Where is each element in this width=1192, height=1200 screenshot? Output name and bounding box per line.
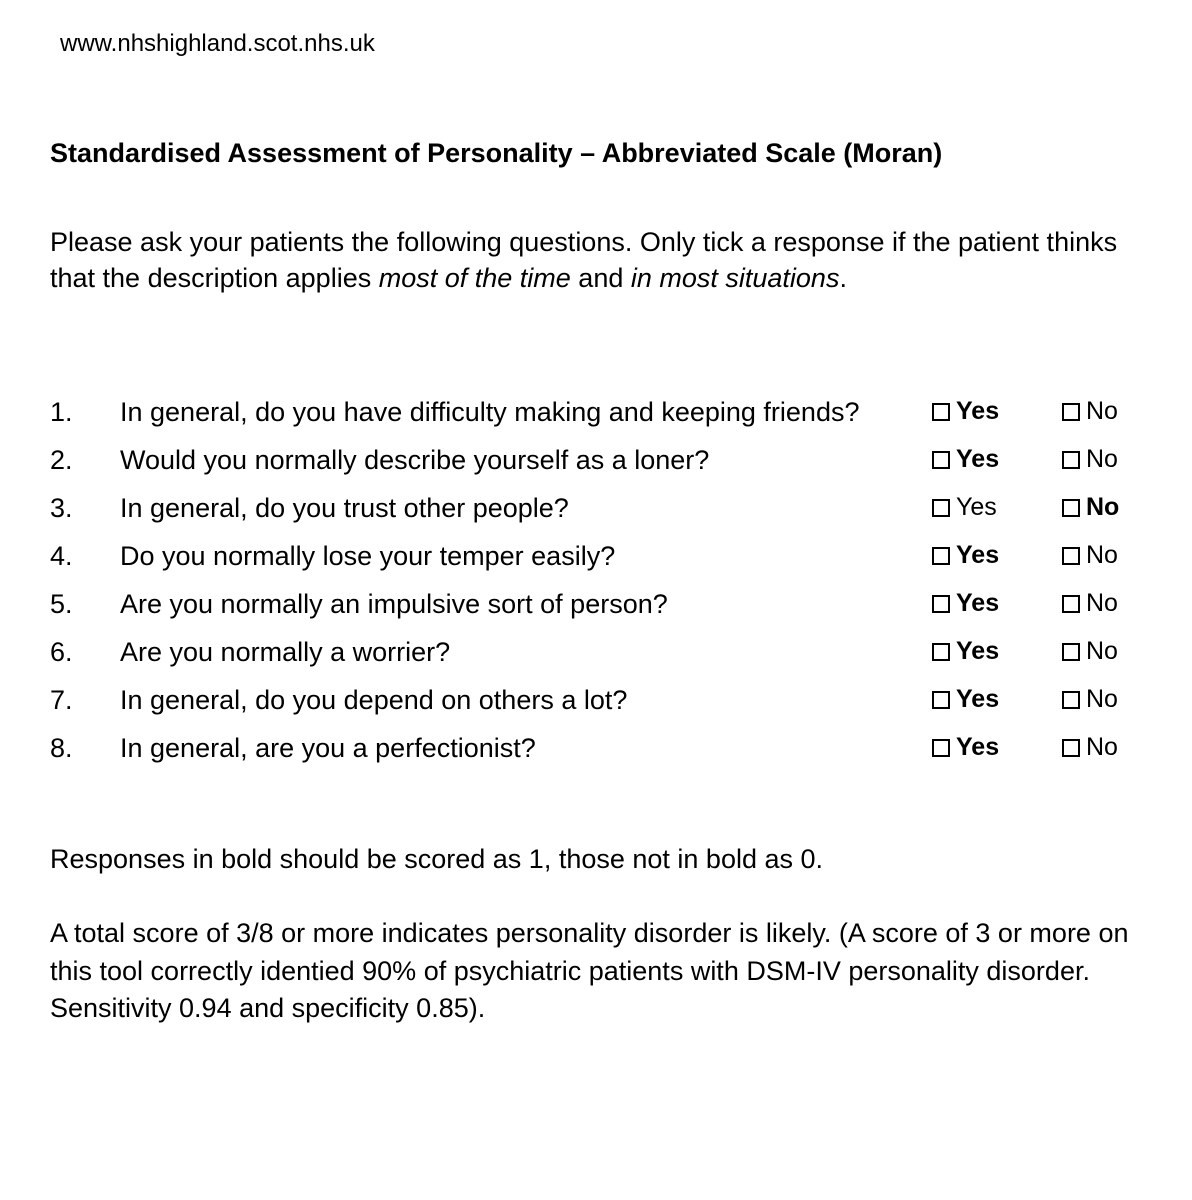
- response-no[interactable]: No: [1062, 445, 1142, 474]
- checkbox-yes[interactable]: [932, 451, 950, 469]
- checkbox-yes[interactable]: [932, 643, 950, 661]
- yes-label: Yes: [956, 397, 999, 426]
- question-number: 2.: [50, 445, 120, 476]
- question-number: 6.: [50, 637, 120, 668]
- no-label: No: [1086, 541, 1118, 570]
- checkbox-no[interactable]: [1062, 691, 1080, 709]
- response-yes[interactable]: Yes: [932, 637, 1062, 666]
- response-no[interactable]: No: [1062, 637, 1142, 666]
- checkbox-yes[interactable]: [932, 739, 950, 757]
- question-number: 7.: [50, 685, 120, 716]
- response-no[interactable]: No: [1062, 493, 1142, 522]
- response-yes[interactable]: Yes: [932, 397, 1062, 426]
- yes-label: Yes: [956, 637, 999, 666]
- response-yes[interactable]: Yes: [932, 589, 1062, 618]
- question-text: In general, do you have difficulty makin…: [120, 397, 932, 428]
- checkbox-yes[interactable]: [932, 691, 950, 709]
- question-text: Would you normally describe yourself as …: [120, 445, 932, 476]
- question-row: 4.Do you normally lose your temper easil…: [50, 541, 1142, 572]
- no-label: No: [1086, 445, 1118, 474]
- checkbox-no[interactable]: [1062, 403, 1080, 421]
- response-no[interactable]: No: [1062, 397, 1142, 426]
- checkbox-yes[interactable]: [932, 403, 950, 421]
- instructions-mid: and: [571, 263, 631, 293]
- document-page: www.nhshighland.scot.nhs.uk Standardised…: [0, 0, 1192, 1078]
- yes-label: Yes: [956, 685, 999, 714]
- instructions-italic-1: most of the time: [379, 263, 571, 293]
- response-no[interactable]: No: [1062, 733, 1142, 762]
- no-label: No: [1086, 493, 1119, 522]
- yes-label: Yes: [956, 493, 997, 522]
- checkbox-yes[interactable]: [932, 499, 950, 517]
- response-no[interactable]: No: [1062, 685, 1142, 714]
- question-row: 5.Are you normally an impulsive sort of …: [50, 589, 1142, 620]
- question-row: 8.In general, are you a perfectionist? Ye…: [50, 733, 1142, 764]
- question-text: Do you normally lose your temper easily?: [120, 541, 932, 572]
- yes-label: Yes: [956, 445, 999, 474]
- checkbox-no[interactable]: [1062, 739, 1080, 757]
- no-label: No: [1086, 637, 1118, 666]
- question-number: 8.: [50, 733, 120, 764]
- question-text: In general, are you a perfectionist?: [120, 733, 932, 764]
- no-label: No: [1086, 733, 1118, 762]
- question-text: In general, do you depend on others a lo…: [120, 685, 932, 716]
- no-label: No: [1086, 589, 1118, 618]
- checkbox-no[interactable]: [1062, 499, 1080, 517]
- question-row: 2.Would you normally describe yourself a…: [50, 445, 1142, 476]
- question-text: Are you normally an impulsive sort of pe…: [120, 589, 932, 620]
- response-no[interactable]: No: [1062, 589, 1142, 618]
- question-row: 3.In general, do you trust other people?…: [50, 493, 1142, 524]
- checkbox-no[interactable]: [1062, 643, 1080, 661]
- instructions: Please ask your patients the following q…: [50, 224, 1142, 297]
- checkbox-no[interactable]: [1062, 451, 1080, 469]
- question-number: 3.: [50, 493, 120, 524]
- yes-label: Yes: [956, 733, 999, 762]
- response-no[interactable]: No: [1062, 541, 1142, 570]
- response-yes[interactable]: Yes: [932, 541, 1062, 570]
- questions-list: 1.In general, do you have difficulty mak…: [50, 397, 1142, 764]
- instructions-suffix: .: [839, 263, 847, 293]
- document-title: Standardised Assessment of Personality –…: [50, 138, 1142, 169]
- question-number: 4.: [50, 541, 120, 572]
- question-number: 5.: [50, 589, 120, 620]
- url-header: www.nhshighland.scot.nhs.uk: [60, 30, 1142, 58]
- no-label: No: [1086, 397, 1118, 426]
- question-row: 1.In general, do you have difficulty mak…: [50, 397, 1142, 428]
- scoring-note: Responses in bold should be scored as 1,…: [50, 844, 1142, 875]
- response-yes[interactable]: Yes: [932, 685, 1062, 714]
- question-number: 1.: [50, 397, 120, 428]
- question-row: 6.Are you normally a worrier? Yes No: [50, 637, 1142, 668]
- interpretation-note: A total score of 3/8 or more indicates p…: [50, 915, 1142, 1028]
- yes-label: Yes: [956, 541, 999, 570]
- instructions-italic-2: in most situations: [631, 263, 840, 293]
- checkbox-yes[interactable]: [932, 547, 950, 565]
- question-row: 7.In general, do you depend on others a …: [50, 685, 1142, 716]
- question-text: Are you normally a worrier?: [120, 637, 932, 668]
- question-text: In general, do you trust other people?: [120, 493, 932, 524]
- no-label: No: [1086, 685, 1118, 714]
- checkbox-no[interactable]: [1062, 547, 1080, 565]
- response-yes[interactable]: Yes: [932, 493, 1062, 522]
- response-yes[interactable]: Yes: [932, 445, 1062, 474]
- checkbox-no[interactable]: [1062, 595, 1080, 613]
- checkbox-yes[interactable]: [932, 595, 950, 613]
- yes-label: Yes: [956, 589, 999, 618]
- response-yes[interactable]: Yes: [932, 733, 1062, 762]
